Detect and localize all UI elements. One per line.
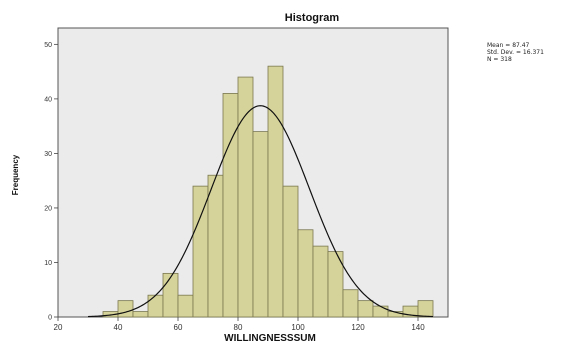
y-tick-label: 50 [44,42,52,49]
histogram-bar [207,174,224,318]
histogram-bar [252,131,269,318]
histogram-bar [162,272,179,318]
stat-std-dev: Std. Dev. = 16.371 [487,49,544,56]
histogram-bar [267,65,284,318]
x-tick-label: 120 [351,323,365,332]
histogram-bar [117,300,134,318]
histogram-bar [177,294,194,318]
y-tick-label: 10 [44,260,52,267]
y-tick-label: 30 [44,151,52,158]
normal-curve [87,105,434,318]
histogram-bar [312,245,329,318]
histogram-bar [147,294,164,318]
stat-n: N = 318 [487,56,512,63]
x-tick-label: 100 [291,323,305,332]
x-tick-label: 40 [114,323,123,332]
y-tick-label: 20 [44,205,52,212]
histogram-bar [132,311,149,318]
histogram-bar [222,93,239,318]
histogram-bar [372,305,389,318]
x-tick-label: 20 [54,323,63,332]
summary-statistics: Mean = 87.47 Std. Dev. = 16.371 N = 318 [487,42,544,63]
y-tick-label: 0 [48,315,52,322]
y-axis: 0 10 20 30 40 50 [44,42,58,322]
x-axis-label: WILLINGNESSSUM [224,333,316,344]
chart-title: Histogram [285,12,340,24]
histogram-bar [357,300,374,318]
histogram-bar [192,185,209,318]
x-tick-label: 140 [411,323,425,332]
bar-group [102,65,434,318]
histogram-bar [417,300,434,318]
x-axis: 20 40 60 80 100 120 140 [54,317,425,332]
histogram-bar [237,76,254,318]
histogram-bar [282,185,299,318]
stat-mean: Mean = 87.47 [487,42,530,49]
histogram-bar [297,229,314,318]
x-tick-label: 60 [174,323,183,332]
y-axis-label: Frequency [11,154,20,195]
x-tick-label: 80 [234,323,243,332]
histogram-bar [342,289,359,318]
y-tick-label: 40 [44,96,52,103]
